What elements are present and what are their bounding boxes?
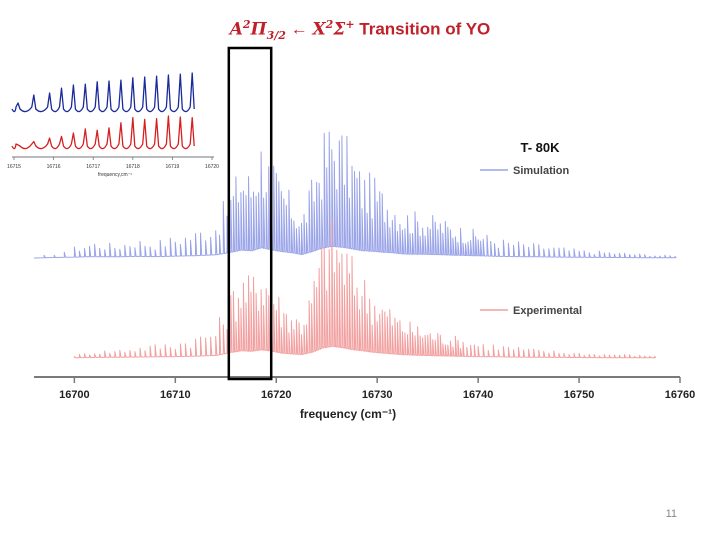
- inset-x-tick-label: 16719: [165, 164, 179, 170]
- page-number: 11: [665, 508, 677, 520]
- title-arrow: ←: [290, 19, 308, 39]
- main-x-tick-label: 16750: [564, 389, 595, 401]
- highlight-region-box: [227, 46, 273, 381]
- main-x-tick-label: 16760: [665, 389, 696, 401]
- inset-x-tick-label: 16715: [7, 164, 21, 170]
- main-spectrum-chart: 16700 16710 16720 16730 16740 16750 16760 freq…: [34, 46, 695, 421]
- main-x-tick-label: 16730: [362, 389, 393, 401]
- title-text: Transition of YO: [359, 19, 491, 39]
- inset-spectrum-chart: 16715 16716 16717 16718 16719 16720 frequency…: [7, 72, 219, 178]
- title-symbol-sigma: Σ: [333, 19, 346, 40]
- slide-title: A2Π3/2 ← X2Σ+ Transition of YO: [0, 18, 720, 42]
- inset-x-tick-label: 16720: [205, 164, 219, 170]
- title-sub-pi: 3/2: [266, 29, 286, 43]
- inset-series-red-line: [11, 115, 195, 150]
- main-x-tick-label: 16700: [59, 389, 90, 401]
- title-symbol-a: A: [229, 19, 243, 40]
- inset-x-axis-label: frequency,cm⁻¹: [98, 172, 132, 178]
- main-series-group: [34, 131, 677, 359]
- temperature-label: T- 80K: [520, 140, 560, 155]
- main-x-ticks: [73, 377, 681, 383]
- main-legend: Simulation Experimental: [480, 165, 582, 317]
- title-symbol-x: X: [312, 19, 326, 40]
- inset-series-blue-line: [11, 72, 195, 113]
- experimental-series-line: [73, 218, 657, 359]
- inset-x-ticks: [13, 157, 213, 160]
- inset-x-tick-label: 16716: [47, 164, 61, 170]
- main-x-axis-label: frequency (cm⁻¹): [300, 407, 396, 421]
- title-sup-x: 2: [325, 18, 334, 31]
- inset-x-tick-label: 16718: [126, 164, 140, 170]
- inset-series-group: [11, 72, 195, 150]
- main-x-tick-label: 16720: [261, 389, 292, 401]
- title-symbol-pi: Π: [250, 19, 267, 40]
- title-sup-sigma: +: [345, 18, 355, 31]
- main-x-tick-labels: 16700 16710 16720 16730 16740 16750 16760: [59, 389, 695, 401]
- simulation-series-line: [34, 131, 677, 259]
- main-x-tick-label: 16740: [463, 389, 494, 401]
- title-sup-a: 2: [242, 18, 251, 31]
- main-x-tick-label: 16710: [160, 389, 191, 401]
- inset-x-tick-label: 16717: [86, 164, 100, 170]
- experimental-legend-label: Experimental: [513, 305, 582, 317]
- simulation-legend-label: Simulation: [513, 165, 570, 177]
- inset-x-tick-labels: 16715 16716 16717 16718 16719 16720: [7, 164, 219, 170]
